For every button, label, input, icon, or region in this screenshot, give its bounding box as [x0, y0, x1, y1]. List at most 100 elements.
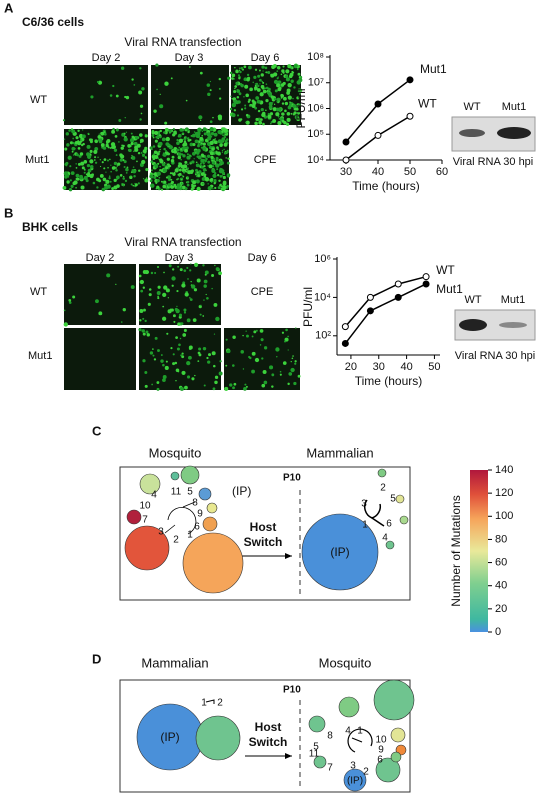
- cell: [199, 164, 202, 167]
- cell: [148, 293, 152, 297]
- cell: [243, 78, 247, 81]
- subtitle: Viral RNA transfection: [124, 235, 241, 249]
- cell: [232, 364, 235, 367]
- cell: [74, 140, 79, 145]
- cell: [131, 78, 134, 81]
- day-label: Day 3: [175, 52, 204, 64]
- cell: [154, 139, 158, 143]
- cell: [112, 166, 116, 170]
- cell: [186, 318, 191, 323]
- cell: [206, 296, 209, 300]
- cell: [181, 185, 186, 190]
- cell: [156, 88, 158, 91]
- cell: [113, 161, 118, 166]
- cell: [153, 358, 157, 361]
- point: [422, 280, 430, 288]
- cell: [115, 283, 117, 285]
- bubble: [390, 751, 402, 763]
- cell: [144, 156, 147, 159]
- cell: [237, 74, 240, 77]
- cell: [220, 187, 224, 191]
- cell: [120, 321, 123, 323]
- cell: [183, 269, 187, 272]
- point: [366, 293, 374, 301]
- cell: [88, 133, 90, 136]
- cell: [296, 66, 299, 69]
- cell: [238, 77, 241, 80]
- micrograph: [64, 65, 148, 125]
- cell: [275, 107, 280, 112]
- cell: [141, 87, 145, 91]
- y-tick-label: 10⁶: [314, 253, 331, 265]
- cell: [125, 95, 130, 100]
- cell: [189, 138, 192, 142]
- cell: [189, 298, 193, 302]
- cell: [166, 157, 170, 161]
- cell: [156, 381, 160, 384]
- cell: [258, 120, 263, 125]
- cell: [279, 373, 282, 376]
- cell: [209, 140, 214, 145]
- cell: [133, 175, 136, 178]
- cell: [122, 159, 125, 162]
- node-label: 3: [158, 527, 164, 538]
- cell: [234, 85, 238, 88]
- cell: [203, 173, 207, 176]
- panel-title: C6/36 cells: [22, 15, 84, 29]
- cell: [223, 151, 227, 155]
- cell: [297, 89, 301, 93]
- cell: [168, 179, 171, 182]
- cell: [140, 112, 143, 115]
- cell: [168, 264, 172, 268]
- cell: [179, 268, 183, 272]
- cell: [113, 148, 118, 152]
- cell: [267, 114, 272, 119]
- node-label: 8: [192, 498, 198, 509]
- cell: [86, 163, 91, 168]
- cell: [110, 164, 112, 166]
- node-label: 2: [217, 698, 223, 709]
- cell: [78, 133, 84, 139]
- cell: [181, 129, 184, 132]
- colorbar-tick-label: 40: [495, 580, 507, 592]
- cell: [226, 184, 230, 188]
- cell: [257, 109, 261, 113]
- cell: [243, 387, 247, 391]
- cell: [81, 143, 84, 147]
- cell: [278, 86, 282, 90]
- cell: [284, 109, 287, 113]
- diagram-box: [119, 466, 411, 601]
- bubble: [385, 540, 395, 550]
- cell: [288, 74, 293, 79]
- cell: [146, 180, 148, 182]
- point: [406, 76, 414, 84]
- cell: [139, 308, 144, 313]
- cell: [188, 355, 192, 360]
- cell: [119, 158, 123, 162]
- cell: [75, 136, 79, 140]
- cell: [157, 295, 159, 298]
- cell: [110, 142, 116, 147]
- cell: [133, 150, 135, 152]
- cell: [119, 153, 123, 157]
- cell: [149, 146, 153, 150]
- cell: [94, 139, 98, 143]
- cell: [189, 66, 191, 68]
- cell: [87, 154, 92, 159]
- cell: [152, 157, 156, 161]
- cell: [215, 316, 220, 322]
- bubble: [373, 679, 415, 721]
- cell: [277, 121, 282, 126]
- cell: [189, 269, 192, 272]
- cell: [221, 130, 224, 133]
- cell: [194, 131, 199, 136]
- subtitle: Viral RNA transfection: [124, 35, 241, 49]
- node-label: 5: [390, 494, 396, 505]
- cell: [131, 155, 133, 157]
- cell: [173, 183, 177, 187]
- point: [374, 100, 382, 108]
- colorbar-title: Number of Mutations: [449, 495, 463, 606]
- cell: [197, 127, 202, 132]
- cell: [175, 336, 178, 339]
